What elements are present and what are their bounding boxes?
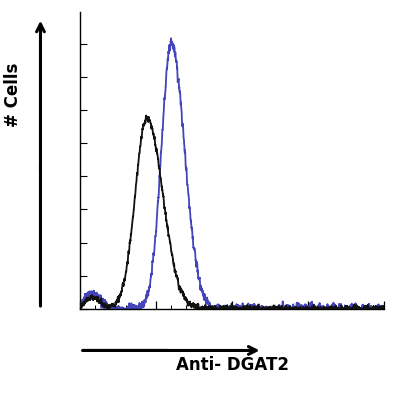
Text: # Cells: # Cells	[4, 63, 22, 127]
Text: Anti- DGAT2: Anti- DGAT2	[176, 356, 288, 374]
